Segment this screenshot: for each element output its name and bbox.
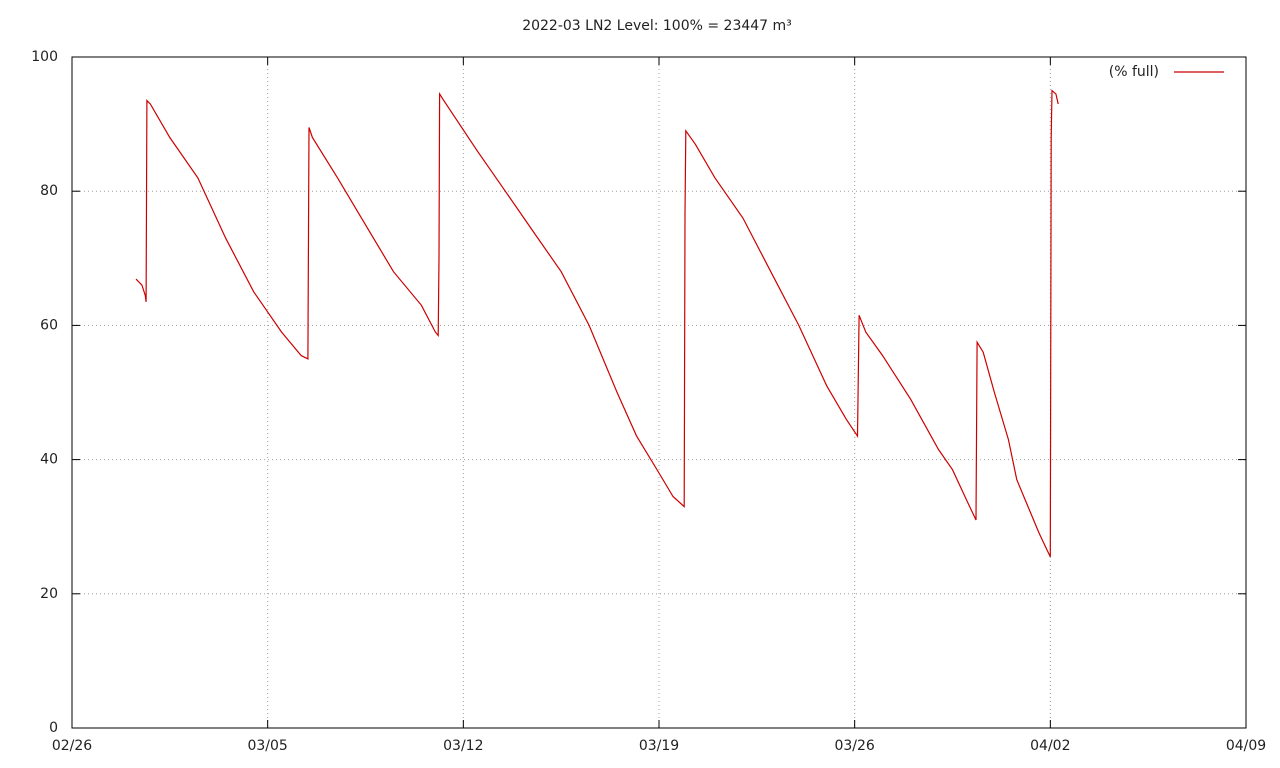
x-tick-label: 04/09 bbox=[1226, 738, 1266, 754]
x-tick-label: 03/05 bbox=[247, 738, 287, 754]
y-tick-label: 100 bbox=[31, 49, 58, 65]
legend-label: (% full) bbox=[1109, 64, 1159, 80]
y-tick-label: 40 bbox=[40, 452, 58, 468]
x-tick-label: 02/26 bbox=[52, 738, 92, 754]
y-tick-label: 0 bbox=[49, 720, 58, 736]
x-tick-label: 04/02 bbox=[1030, 738, 1070, 754]
x-tick-label: 03/12 bbox=[443, 738, 483, 754]
x-tick-label: 03/19 bbox=[639, 738, 679, 754]
chart-title: 2022-03 LN2 Level: 100% = 23447 m³ bbox=[522, 18, 792, 34]
y-tick-label: 20 bbox=[40, 586, 58, 602]
y-tick-label: 80 bbox=[40, 183, 58, 199]
x-tick-label: 03/26 bbox=[834, 738, 874, 754]
y-tick-label: 60 bbox=[40, 317, 58, 333]
series-line bbox=[135, 89, 1059, 558]
